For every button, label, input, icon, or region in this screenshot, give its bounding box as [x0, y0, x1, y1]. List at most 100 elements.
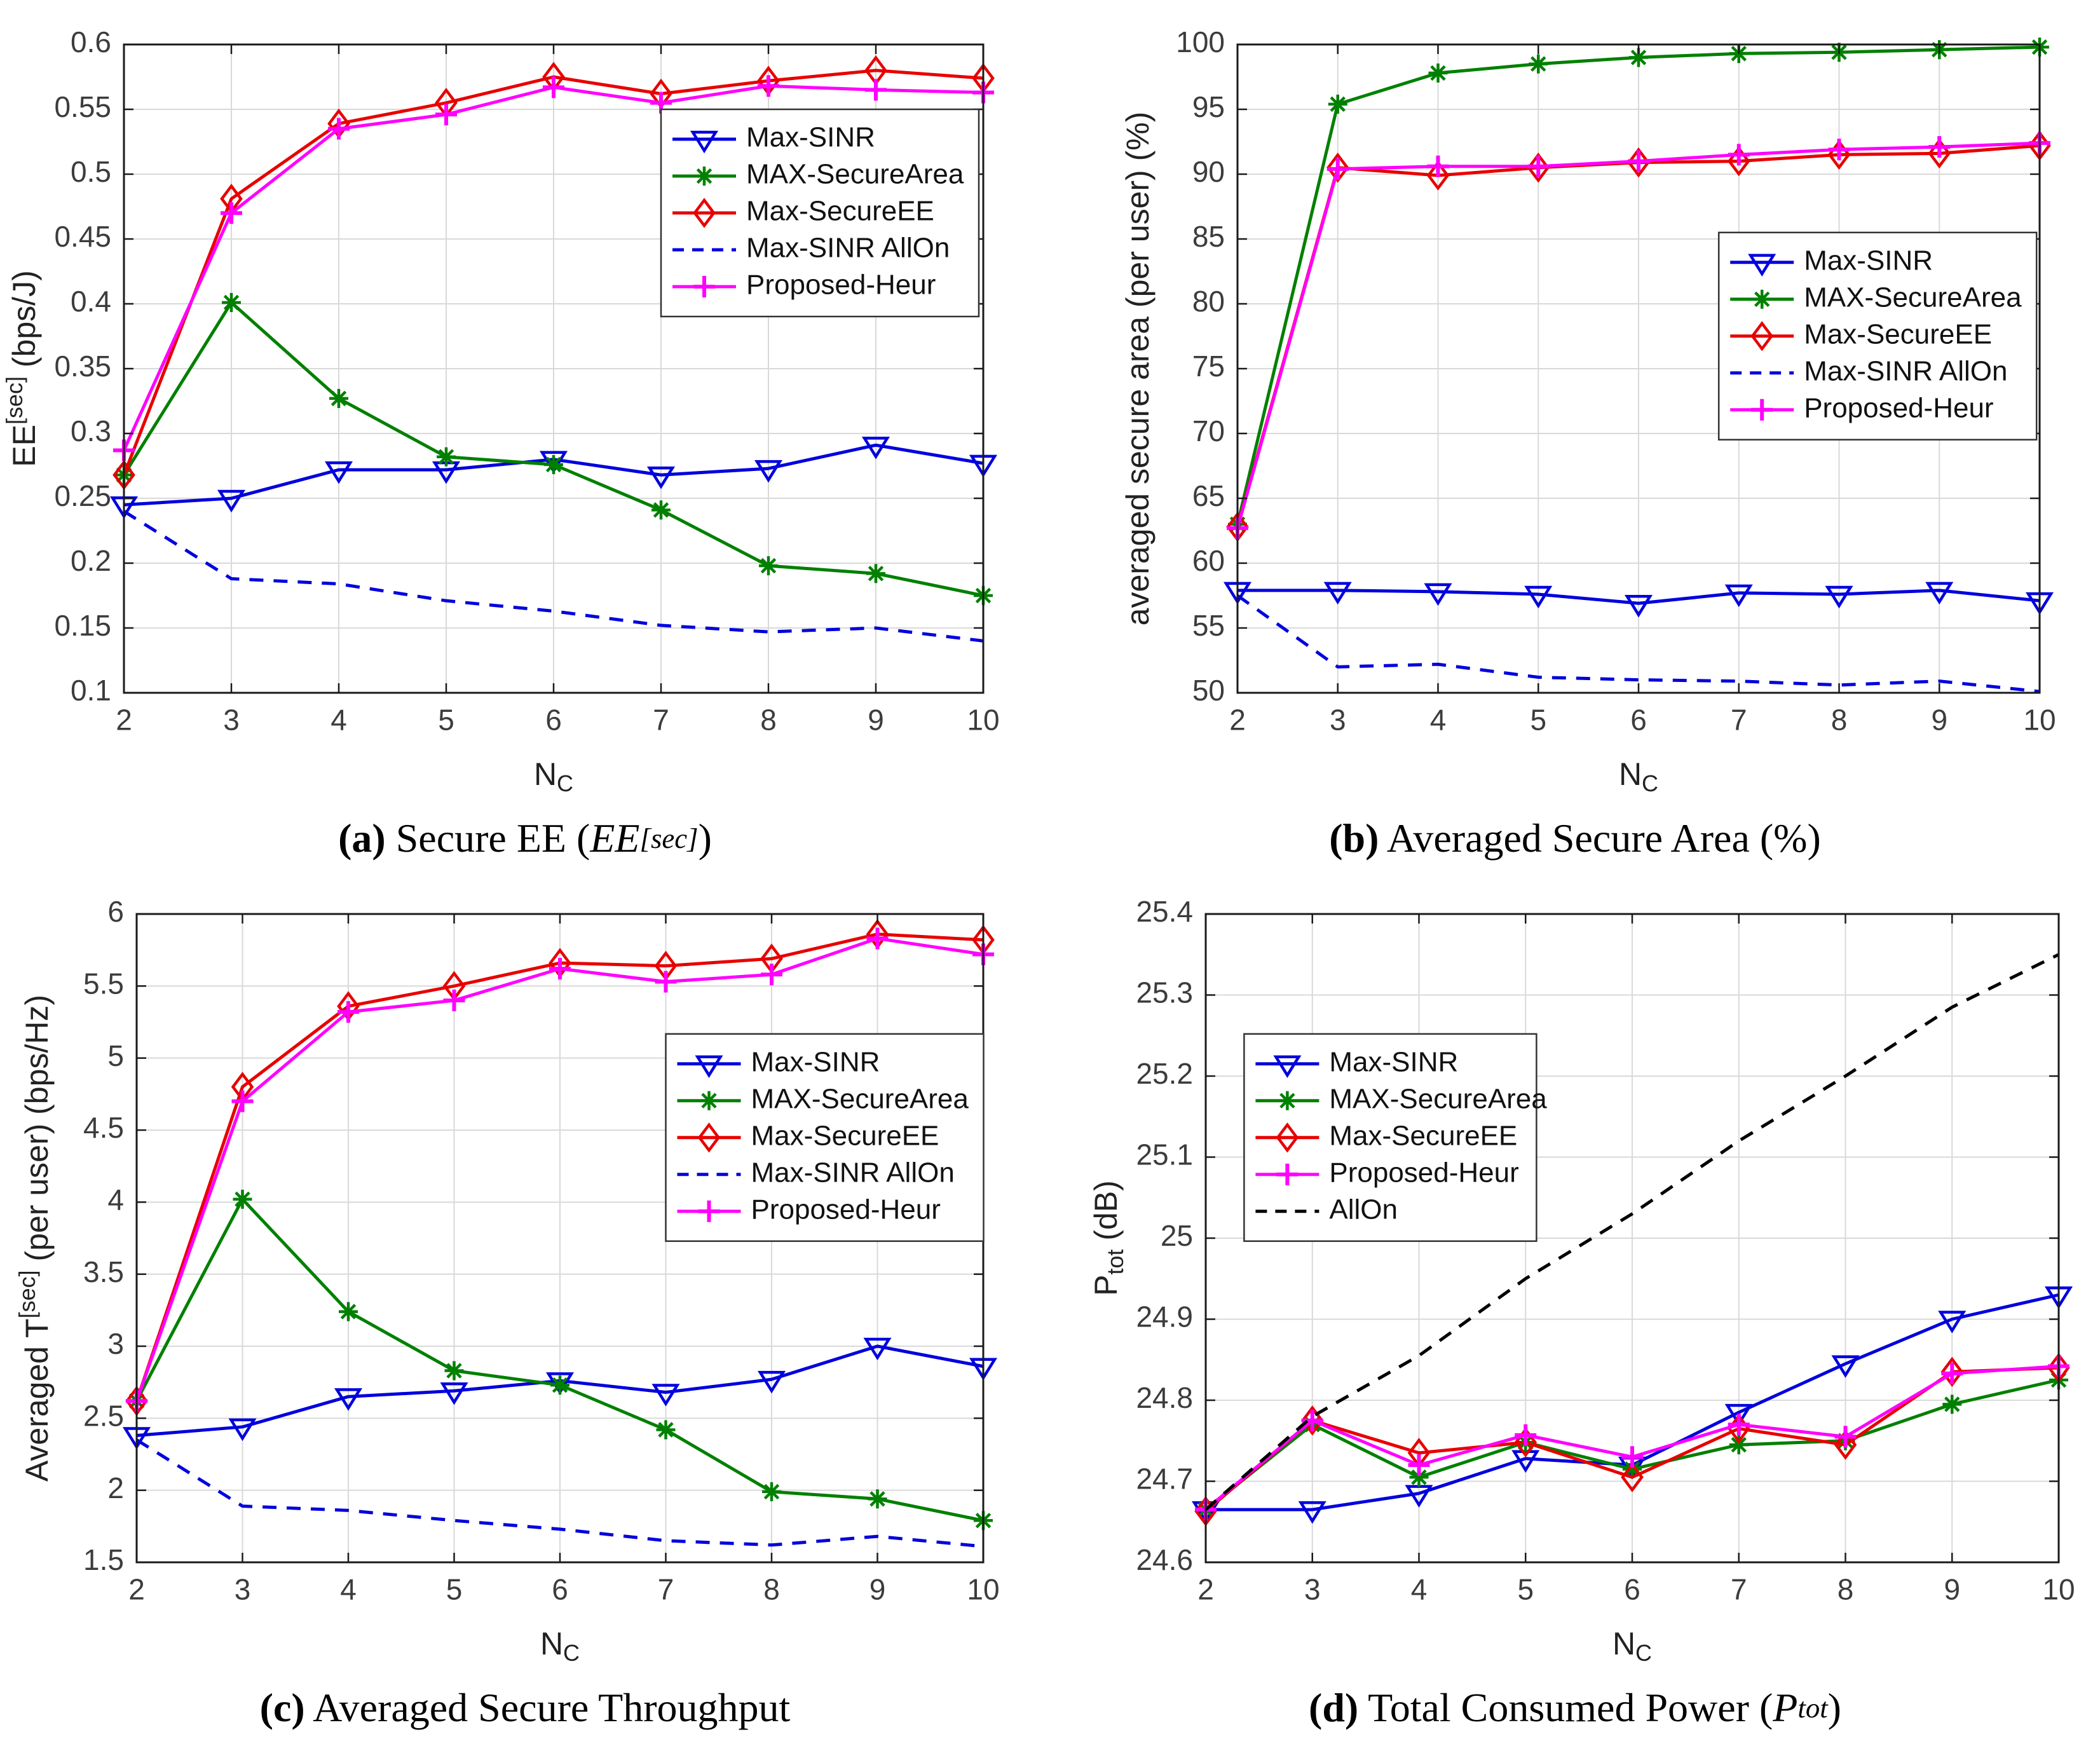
x-tick-label: 4: [1430, 704, 1447, 737]
legend-label: Max-SINR AllOn: [1804, 355, 2007, 386]
y-tick-label: 6: [107, 895, 124, 928]
x-tick-label: 5: [1530, 704, 1546, 737]
x-tick-label: 3: [1330, 704, 1346, 737]
y-tick-label: 25.1: [1136, 1138, 1193, 1171]
x-tick-label: 8: [760, 704, 777, 737]
x-tick-label: 5: [438, 704, 454, 737]
y-tick-label: 0.1: [71, 674, 111, 707]
chart-a-secure-ee: 2 3 4 5 6 7 8 9 10 0.1 0.15 0.2 0.25 0.3 0.35 0.4 0.45 0.…: [1, 25, 1000, 796]
legend-label: MAX-SecureArea: [746, 159, 964, 190]
y-tick-label: 0.2: [71, 544, 111, 577]
x-tick-label: 3: [1304, 1573, 1321, 1606]
x-tick-label: 2: [1197, 1573, 1214, 1606]
y-tick-label: 85: [1192, 220, 1225, 253]
legend-label: Max-SINR: [1804, 245, 1933, 276]
caption-b: (b) Averaged Secure Area (%): [1329, 815, 1821, 861]
x-tick-label: 7: [1731, 1573, 1747, 1606]
y-axis-label: averaged secure area (per user) (%): [1120, 112, 1156, 626]
x-tick-label: 10: [2023, 704, 2056, 737]
y-tick-label: 3: [107, 1327, 124, 1360]
legend-label: Proposed-Heur: [1804, 392, 1993, 423]
legend-label: Max-SecureEE: [1329, 1120, 1517, 1151]
x-tick-label: 6: [1630, 704, 1647, 737]
x-tick-label: 9: [868, 704, 884, 737]
legend-label: AllOn: [1329, 1194, 1398, 1225]
y-tick-label: 0.15: [54, 609, 111, 642]
caption-a: (a) Secure EE (EE [sec]): [338, 815, 712, 861]
y-tick-label: 0.35: [54, 350, 111, 383]
x-tick-label: 7: [658, 1573, 674, 1606]
x-tick-label: 5: [1517, 1573, 1534, 1606]
y-tick-label: 24.6: [1136, 1543, 1193, 1576]
y-tick-label: 1.5: [83, 1543, 124, 1576]
y-tick-label: 0.3: [71, 414, 111, 447]
legend: Max-SINR MAX-SecureArea Max-SecureEE Max-SI…: [1717, 231, 2038, 441]
y-tick-label: 5: [107, 1039, 124, 1072]
series-AllOn: [1204, 953, 2060, 1511]
x-tick-label: 4: [340, 1573, 357, 1606]
y-tick-label: 0.5: [71, 155, 111, 188]
legend-label: Max-SecureEE: [746, 196, 934, 227]
x-axis-label: NC: [1612, 1626, 1652, 1666]
axes: 2 3 4 5 6 7 8 9 10 50 55 60 65 70 75 80 85 90 95 100: [1176, 25, 2056, 736]
panel-b-secure-area: 2 3 4 5 6 7 8 9 10 50 55 60 65 70 75 80 85 90 95 100 NC avera…: [1050, 0, 2100, 870]
y-tick-label: 0.55: [54, 90, 111, 123]
x-tick-label: 10: [2042, 1573, 2075, 1606]
x-axis-label: NC: [534, 756, 573, 796]
y-tick-label: 4.5: [83, 1111, 124, 1144]
x-tick-label: 9: [1944, 1573, 1960, 1606]
x-tick-label: 6: [1624, 1573, 1640, 1606]
series-Max-SINR: [1223, 582, 2054, 618]
legend-label: Max-SINR: [746, 122, 875, 153]
panel-c-secure-throughput: 2 3 4 5 6 7 8 9 10 1.5 2 2.5 3 3.5 4 4.5 5 5.5 6 NC Averaged…: [0, 870, 1050, 1739]
legend: Max-SINR MAX-SecureArea Max-SecureEE Max-SI…: [660, 108, 980, 318]
y-tick-label: 25.2: [1136, 1057, 1193, 1090]
y-tick-label: 3.5: [83, 1255, 124, 1288]
x-tick-label: 5: [446, 1573, 463, 1606]
legend-label: MAX-SecureArea: [1804, 282, 2022, 313]
chart-c-secure-throughput: 2 3 4 5 6 7 8 9 101.522.533.544.555.56NCAveraged…: [14, 895, 1000, 1666]
y-tick-label: 0.25: [54, 479, 111, 512]
y-tick-label: 75: [1192, 350, 1225, 383]
y-tick-label: 24.9: [1136, 1300, 1193, 1333]
series-MAX-SecureArea: [127, 1189, 993, 1531]
y-axis-label: Ptot (dB): [1088, 1180, 1128, 1296]
x-tick-label: 9: [1931, 704, 1947, 737]
legend-label: Proposed-Heur: [1329, 1157, 1518, 1188]
series-Proposed-Heur: [126, 927, 994, 1412]
y-tick-label: 2: [107, 1471, 124, 1504]
legend: Max-SINR MAX-SecureArea Max-SecureEE Propos…: [1243, 1033, 1547, 1242]
x-tick-label: 9: [869, 1573, 886, 1606]
panel-a-secure-ee: 2 3 4 5 6 7 8 9 10 0.1 0.15 0.2 0.25 0.3 0.35 0.4 0.45 0.…: [0, 0, 1050, 870]
series-Max-SINR AllOn: [135, 1438, 984, 1548]
y-tick-label: 5.5: [83, 967, 124, 1000]
x-tick-label: 7: [653, 704, 669, 737]
x-axis-label: NC: [540, 1626, 580, 1666]
legend-label: Max-SINR: [1329, 1046, 1458, 1077]
x-tick-label: 2: [128, 1573, 145, 1606]
x-axis-label: NC: [1619, 756, 1658, 796]
x-tick-label: 8: [1838, 1573, 1854, 1606]
y-tick-label: 80: [1192, 285, 1225, 318]
x-tick-label: 6: [552, 1573, 568, 1606]
axes: 2 3 4 5 6 7 8 9 101.522.533.544.555.56: [83, 895, 1000, 1606]
series-Max-SINR AllOn: [1236, 594, 2040, 693]
y-tick-label: 24.7: [1136, 1463, 1193, 1496]
legend-label: Proposed-Heur: [751, 1194, 941, 1225]
y-tick-label: 50: [1192, 674, 1225, 707]
x-tick-label: 6: [545, 704, 562, 737]
y-tick-label: 70: [1192, 414, 1225, 447]
x-tick-label: 8: [763, 1573, 780, 1606]
x-tick-label: 2: [116, 704, 132, 737]
y-tick-label: 25: [1161, 1219, 1193, 1252]
x-tick-label: 2: [1229, 704, 1246, 737]
y-tick-label: 90: [1192, 155, 1225, 188]
chart-d-total-power: 2 3 4 5 6 7 8 9 10 24.6 24.7 24.8 24.9 25 25.1 25.2 25.3…: [1088, 895, 2075, 1666]
legend-label: Max-SINR AllOn: [751, 1157, 955, 1188]
axes: 2 3 4 5 6 7 8 9 10 0.1 0.15 0.2 0.25 0.3 0.35 0.4 0.45 0.…: [54, 25, 999, 736]
y-tick-label: 55: [1192, 609, 1225, 642]
x-tick-label: 4: [1411, 1573, 1428, 1606]
y-tick-label: 0.4: [71, 285, 111, 318]
y-axis-label: Averaged T[sec] (per user) (bps/Hz): [14, 995, 55, 1482]
